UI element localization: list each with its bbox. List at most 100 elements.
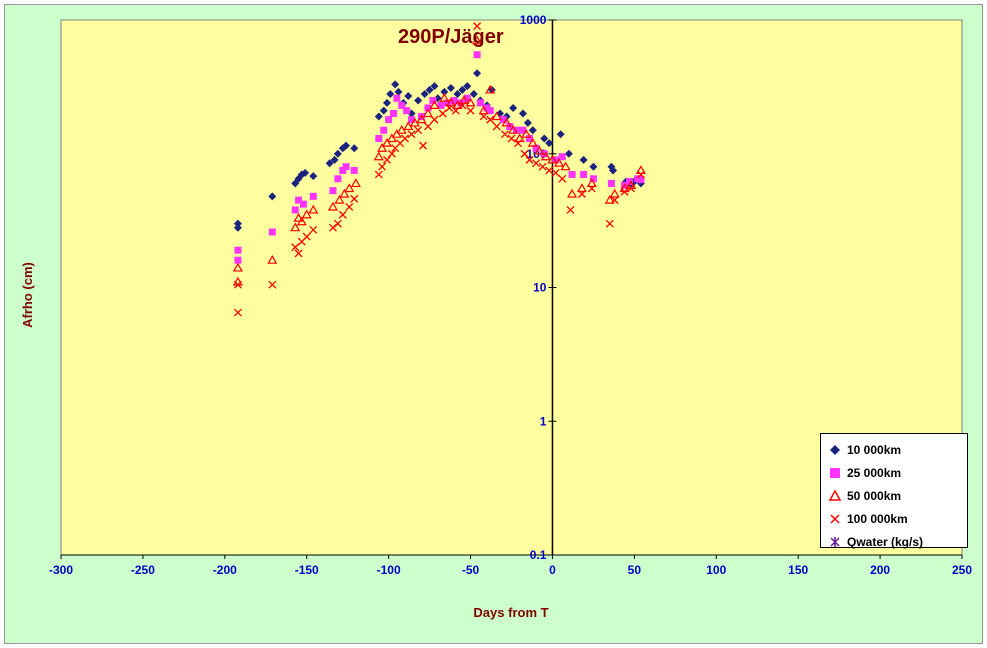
y-axis-title: Afrho (cm): [20, 262, 35, 328]
point-50000km: [290, 222, 301, 232]
point-100000km: [401, 134, 409, 143]
point-25000km: [234, 256, 242, 264]
point-50000km: [267, 254, 278, 264]
point-25000km: [499, 116, 507, 124]
point-100000km: [532, 159, 541, 168]
point-100000km: [233, 308, 242, 317]
point-25000km: [339, 166, 347, 174]
point-25000km: [463, 94, 471, 102]
point-10000km: [420, 89, 429, 98]
point-25000km: [234, 246, 242, 254]
point-25000km: [450, 97, 458, 105]
point-25000km: [473, 51, 481, 59]
point-100000km: [466, 106, 475, 115]
y-tick-label: 0.1: [530, 548, 547, 562]
point-50000km: [465, 97, 476, 107]
x-marker-icon: [830, 513, 840, 524]
point-25000km: [398, 101, 406, 109]
chart-title: 290P/Jäger: [398, 26, 504, 48]
point-100000km: [577, 190, 586, 198]
point-50000km: [576, 183, 587, 193]
point-25000km: [408, 116, 416, 124]
point-25000km: [403, 107, 411, 115]
point-25000km: [532, 144, 540, 152]
point-10000km: [458, 85, 467, 94]
legend-label: 100 000km: [847, 511, 908, 526]
point-100000km: [558, 174, 567, 183]
point-50000km: [327, 201, 338, 211]
point-10000km: [233, 223, 242, 232]
point-100000km: [492, 122, 501, 131]
point-100000km: [294, 249, 303, 258]
point-10000km: [453, 89, 462, 98]
point-10000km: [391, 80, 400, 89]
plot-svg: -300 -250 -200 -150 -100 -50 0 50 100 150 200 250 0.…: [20, 13, 972, 620]
legend-label: 25 000km: [847, 465, 902, 480]
point-10000km: [404, 92, 413, 101]
point-100000km: [383, 155, 391, 164]
point-25000km: [424, 104, 432, 112]
point-25000km: [295, 196, 303, 204]
point-10000km: [446, 84, 455, 93]
point-25000km: [558, 153, 566, 161]
point-10000km: [540, 134, 549, 143]
point-10000km: [509, 103, 518, 112]
point-50000km: [377, 143, 388, 152]
point-50000km: [293, 212, 304, 222]
point-100000km: [538, 162, 547, 171]
point-25000km: [380, 126, 388, 134]
point-50000km: [635, 165, 646, 175]
point-100000km: [333, 219, 342, 228]
point-100000km: [551, 168, 560, 177]
x-tick-label: 100: [706, 563, 726, 577]
point-50000km: [560, 161, 571, 171]
point-100000km: [387, 149, 396, 158]
point-100000km: [514, 139, 523, 148]
point-50000km: [301, 209, 312, 219]
point-25000km: [299, 200, 307, 208]
x-tick-label: -250: [131, 563, 155, 577]
point-100000km: [605, 219, 614, 228]
point-100000km: [507, 134, 516, 143]
point-100000km: [414, 126, 423, 135]
point-50000km: [416, 114, 427, 124]
x-tick-label: -150: [295, 563, 319, 577]
point-25000km: [393, 94, 401, 102]
point-100000km: [636, 170, 645, 179]
point-25000km: [580, 170, 588, 178]
point-25000km: [568, 170, 576, 178]
legend-item: 10 000km: [827, 438, 967, 461]
point-10000km: [579, 155, 588, 164]
legend-item: 100 000km: [827, 507, 967, 530]
legend-label: 50 000km: [847, 488, 902, 503]
point-50000km: [567, 188, 578, 198]
point-50000km: [485, 84, 496, 94]
point-100000km: [309, 225, 318, 234]
point-25000km: [607, 179, 615, 187]
point-25000km: [519, 126, 527, 134]
point-100000km: [587, 184, 596, 193]
point-100000km: [350, 194, 359, 203]
point-25000km: [350, 166, 358, 174]
legend-item: Qwater (kg/s): [827, 530, 967, 553]
point-25000km: [342, 163, 350, 171]
point-50000km: [501, 117, 512, 127]
point-100000km: [610, 196, 619, 205]
point-50000km: [521, 128, 532, 138]
point-100000km: [525, 155, 534, 164]
point-25000km: [437, 101, 445, 109]
point-25000km: [268, 228, 276, 236]
point-10000km: [430, 82, 439, 91]
point-10000km: [309, 172, 318, 181]
point-25000km: [291, 206, 299, 214]
point-10000km: [473, 69, 482, 78]
point-10000km: [386, 89, 395, 98]
point-25000km: [589, 175, 597, 183]
star-marker-icon: [830, 536, 840, 547]
point-10000km: [523, 118, 532, 127]
legend-item: 25 000km: [827, 461, 967, 484]
y-tick-label: 1000: [520, 13, 547, 27]
point-25000km: [540, 150, 548, 158]
point-10000km: [589, 162, 598, 171]
point-50000km: [609, 188, 620, 198]
